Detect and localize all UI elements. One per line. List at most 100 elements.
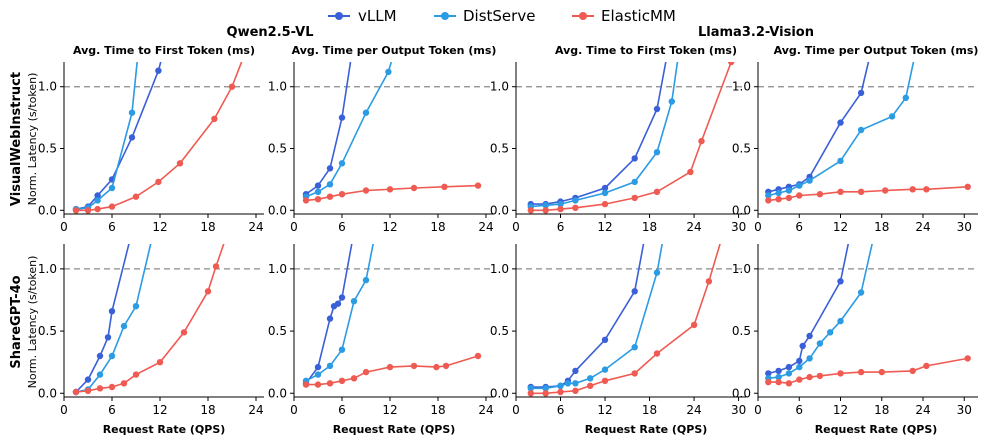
data-point-distserve [631,344,638,351]
data-point-elasticmm [572,387,579,394]
data-point-elasticmm [72,388,80,396]
panels: 0.0 0.5 1.0 0 6 12 18 24 0.0 0.5 1.0 0 6 12 18 24 0.0 0.5… [38,62,978,417]
data-point-distserve [902,94,909,102]
panel-7: 0.0 0.5 1.0 0 6 12 18 24 30 [490,244,746,417]
data-point-distserve [806,177,813,184]
x-tick-label: 24 [248,403,263,417]
data-point-distserve [806,355,813,362]
data-point-elasticmm [84,387,92,394]
x-tick-label: 6 [795,220,803,234]
data-point-vllm [326,165,334,172]
y-tick-label: 1.0 [490,262,509,276]
data-point-elasticmm [785,380,793,387]
dataset-label-visualwebinstruct: VisualWebInstruct [9,72,24,206]
data-point-elasticmm [527,390,534,397]
x-tick-label: 12 [597,403,612,417]
data-point-elasticmm [527,207,534,214]
model-title-llama: Llama3.2-Vision [698,25,814,40]
xlabel-3: Request Rate (QPS) [585,423,708,436]
data-point-vllm [104,334,112,341]
ylabel-row-2: Norm. Latency (s/token) [26,256,39,389]
data-point-vllm [631,155,638,162]
dataset-label-sharegpt4o: ShareGPT-4o [9,275,24,368]
data-point-elasticmm [410,184,418,192]
data-point-elasticmm [816,372,824,380]
data-point-elasticmm [204,288,212,295]
data-point-elasticmm [108,203,116,210]
model-title-qwen: Qwen2.5-VL [227,25,314,40]
data-point-elasticmm [601,377,609,384]
data-point-vllm [857,89,865,97]
data-point-distserve [653,269,661,276]
data-point-vllm [785,363,793,371]
data-point-distserve [857,126,865,134]
series-line-elasticmm [75,244,225,393]
x-tick-label: 0 [754,403,762,417]
data-point-elasticmm [120,380,128,387]
series-line-elasticmm [530,244,721,395]
data-point-distserve [542,202,549,209]
xlabel-2: Request Rate (QPS) [333,423,456,436]
data-point-elasticmm [796,192,803,199]
x-tick-label: 6 [108,220,116,234]
data-point-distserve [557,200,564,208]
data-point-distserve [314,371,322,378]
x-tick-label: 24 [248,220,263,234]
data-point-vllm [128,134,136,141]
data-point-elasticmm [765,378,772,386]
y-tick-label: 0.5 [490,324,509,338]
x-tick-label: 6 [338,220,346,234]
metric-title-4: Avg. Time per Output Token (ms) [774,44,979,57]
x-tick-label: 18 [430,403,445,417]
panel-3: 0.0 0.5 1.0 0 6 12 18 24 30 [490,62,746,234]
data-point-elasticmm [314,381,322,388]
series-line-vllm [305,62,352,195]
data-point-elasticmm [410,362,418,370]
legend-marker-vllm [335,12,343,20]
x-tick-label: 6 [795,403,803,417]
data-point-elasticmm [155,178,162,186]
data-point-distserve [94,197,101,204]
data-point-elasticmm [350,375,358,382]
data-point-elasticmm [765,197,772,204]
data-point-distserve [816,340,824,347]
data-point-vllm [314,182,322,189]
data-point-distserve [827,329,834,336]
panel-2: 0.0 0.5 1.0 0 6 12 18 24 [268,62,494,234]
y-tick-label: 0.5 [732,324,751,338]
data-point-vllm [108,308,116,315]
y-tick-label: 1.0 [490,80,509,94]
series-line-distserve [530,244,663,390]
x-tick-label: 0 [60,220,68,234]
data-point-vllm [837,119,844,126]
data-point-elasticmm [132,193,140,200]
data-point-distserve [837,157,844,165]
data-point-distserve [837,317,844,325]
x-tick-label: 24 [686,220,701,234]
x-tick-label: 0 [290,403,298,417]
data-point-elasticmm [302,197,310,204]
metric-title-1: Avg. Time to First Token (ms) [73,44,255,57]
data-point-elasticmm [302,381,310,388]
plot-area [72,244,225,396]
data-point-elasticmm [156,359,164,366]
x-tick-label: 12 [152,403,167,417]
data-point-vllm [338,114,346,121]
metric-title-2: Avg. Time per Output Token (ms) [292,44,497,57]
x-tick-label: 18 [642,220,657,234]
data-point-elasticmm [557,205,564,213]
plot-area [302,244,482,388]
panel-1: 0.0 0.5 1.0 0 6 12 18 24 [38,62,264,234]
data-point-elasticmm [785,194,793,202]
data-point-vllm [765,370,772,377]
data-point-elasticmm [728,62,735,66]
y-tick-label: 0.0 [732,203,751,217]
legend-marker-elasticmm [579,12,587,20]
x-tick-label: 0 [290,220,298,234]
x-tick-label: 12 [382,220,397,234]
x-tick-label: 24 [915,220,930,234]
data-point-elasticmm [326,193,334,200]
data-point-elasticmm [882,187,889,194]
data-point-distserve [601,189,609,197]
data-point-vllm [155,67,162,74]
